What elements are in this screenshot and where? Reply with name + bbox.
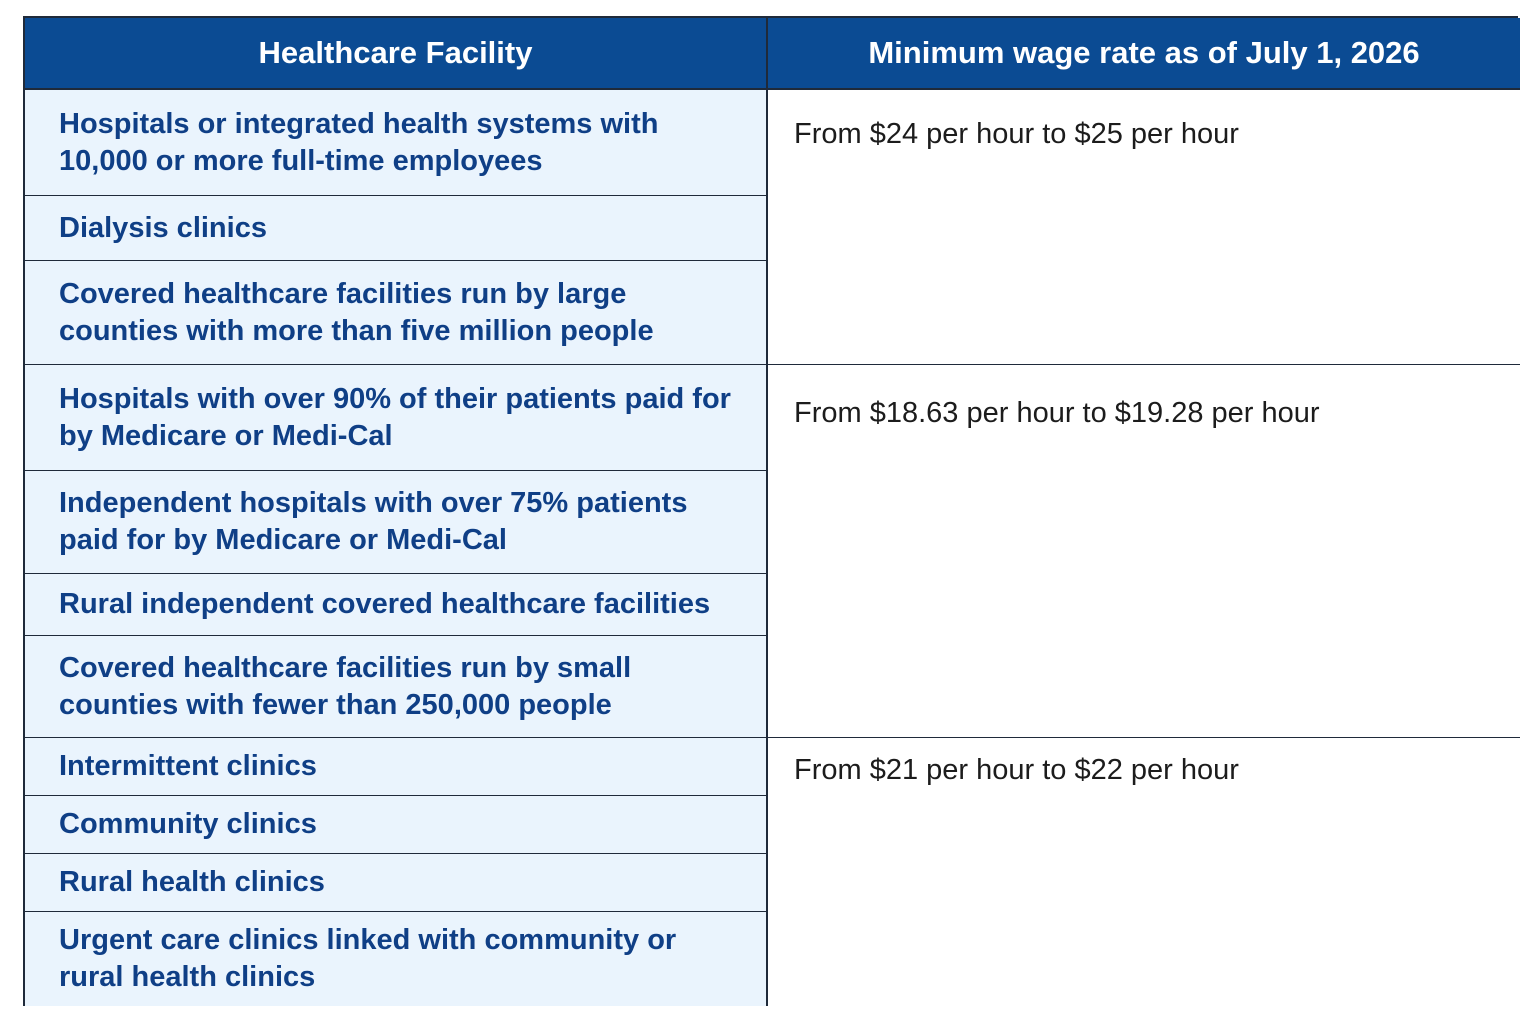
facility-cell: Intermittent clinics (25, 738, 768, 796)
facility-cell: Hospitals with over 90% of their patient… (25, 365, 768, 471)
facility-cell: Covered healthcare facilities run by sma… (25, 636, 768, 738)
facility-cell: Independent hospitals with over 75% pati… (25, 471, 768, 574)
facility-cell: Covered healthcare facilities run by lar… (25, 261, 768, 365)
rate-cell: From $18.63 per hour to $19.28 per hour (768, 365, 1520, 738)
facility-cell: Rural independent covered healthcare fac… (25, 574, 768, 636)
rate-cell: From $21 per hour to $22 per hour (768, 738, 1520, 1006)
facility-cell: Hospitals or integrated health systems w… (25, 90, 768, 196)
rate-cell: From $24 per hour to $25 per hour (768, 90, 1520, 365)
facility-cell: Dialysis clinics (25, 196, 768, 261)
header-minimum-wage-rate: Minimum wage rate as of July 1, 2026 (768, 18, 1520, 90)
wage-table: Healthcare Facility Minimum wage rate as… (23, 16, 1520, 1006)
facility-cell: Rural health clinics (25, 854, 768, 912)
header-healthcare-facility: Healthcare Facility (25, 18, 768, 90)
facility-cell: Urgent care clinics linked with communit… (25, 912, 768, 1006)
facility-cell: Community clinics (25, 796, 768, 854)
